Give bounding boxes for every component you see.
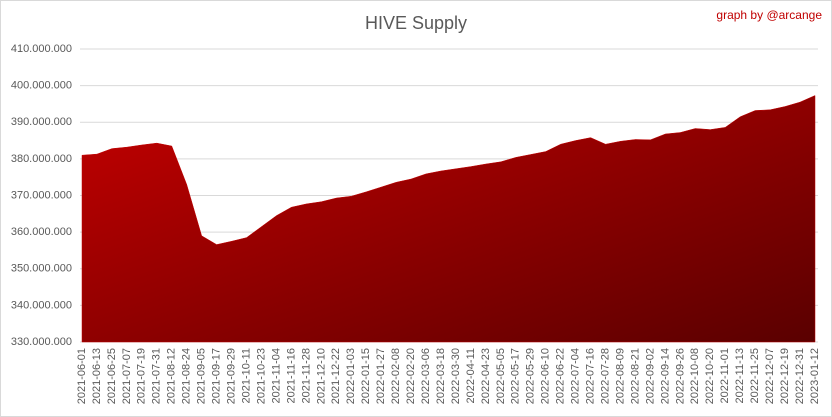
x-tick-label: 2022-01-03 xyxy=(345,348,357,404)
x-tick-label: 2021-09-05 xyxy=(196,348,208,404)
x-tick-label: 2022-11-13 xyxy=(734,348,746,403)
x-tick-label: 2021-07-07 xyxy=(121,348,133,404)
y-tick-label: 370.000.000 xyxy=(11,189,72,201)
x-tick-label: 2022-05-05 xyxy=(495,348,507,404)
y-tick-label: 330.000.000 xyxy=(11,336,72,348)
x-tick-label: 2021-09-29 xyxy=(225,348,237,404)
y-tick-label: 360.000.000 xyxy=(11,226,72,238)
x-tick-label: 2021-11-28 xyxy=(300,348,312,403)
y-tick-label: 340.000.000 xyxy=(11,299,72,311)
x-tick-label: 2022-03-06 xyxy=(420,348,432,404)
x-tick-label: 2022-04-23 xyxy=(480,348,492,404)
x-tick-label: 2022-09-02 xyxy=(644,348,656,404)
x-tick-label: 2022-05-29 xyxy=(525,348,537,404)
x-tick-label: 2022-01-27 xyxy=(375,348,387,404)
x-tick-label: 2022-02-08 xyxy=(390,348,402,404)
chart-title: HIVE Supply xyxy=(365,13,467,33)
x-tick-label: 2022-03-30 xyxy=(450,348,462,404)
x-tick-label: 2022-06-22 xyxy=(555,348,567,404)
x-tick-label: 2022-08-09 xyxy=(614,348,626,404)
x-tick-label: 2022-01-15 xyxy=(360,348,372,404)
y-tick-label: 390.000.000 xyxy=(11,116,72,128)
x-tick-label: 2022-10-20 xyxy=(704,348,716,404)
x-tick-label: 2021-06-25 xyxy=(106,348,118,404)
x-tick-label: 2022-07-28 xyxy=(599,348,611,404)
credit: graph by @arcange xyxy=(716,8,822,22)
x-tick-label: 2022-09-26 xyxy=(674,348,686,404)
x-tick-label: 2021-11-16 xyxy=(285,348,297,403)
x-tick-label: 2022-12-19 xyxy=(779,348,791,404)
y-tick-label: 400.000.000 xyxy=(11,80,72,92)
x-tick-label: 2021-07-31 xyxy=(151,348,163,404)
x-tick-label: 2021-09-17 xyxy=(211,348,223,404)
x-tick-label: 2021-12-22 xyxy=(330,348,342,404)
x-tick-label: 2021-10-23 xyxy=(255,348,267,404)
x-tick-label: 2021-07-19 xyxy=(136,348,148,404)
y-tick-label: 350.000.000 xyxy=(11,263,72,275)
x-tick-label: 2022-04-11 xyxy=(465,348,477,403)
x-tick-label: 2022-02-20 xyxy=(405,348,417,404)
x-tick-label: 2022-06-10 xyxy=(540,348,552,404)
x-tick-label: 2021-12-10 xyxy=(315,348,327,404)
x-tick-label: 2021-10-11 xyxy=(240,348,252,403)
x-tick-label: 2022-10-08 xyxy=(689,348,701,404)
x-tick-label: 2022-12-07 xyxy=(764,348,776,404)
x-tick-label: 2022-03-18 xyxy=(435,348,447,404)
x-tick-label: 2021-06-01 xyxy=(76,348,88,404)
x-tick-label: 2021-08-12 xyxy=(166,348,178,404)
x-tick-label: 2023-01-12 xyxy=(809,348,821,404)
x-tick-label: 2022-11-25 xyxy=(749,348,761,403)
x-tick-label: 2021-06-13 xyxy=(91,348,103,404)
x-tick-label: 2021-08-24 xyxy=(181,348,193,404)
x-tick-label: 2022-07-04 xyxy=(570,348,582,404)
x-tick-label: 2022-07-16 xyxy=(585,348,597,404)
x-tick-label: 2022-08-21 xyxy=(629,348,641,404)
y-tick-label: 380.000.000 xyxy=(11,153,72,165)
x-tick-label: 2022-05-17 xyxy=(510,348,522,404)
x-tick-label: 2022-12-31 xyxy=(794,348,806,404)
x-tick-label: 2022-09-14 xyxy=(659,348,671,404)
area xyxy=(81,95,816,343)
x-tick-label: 2021-11-04 xyxy=(270,348,282,403)
y-tick-label: 410.000.000 xyxy=(11,43,72,55)
x-tick-label: 2022-11-01 xyxy=(719,348,731,403)
